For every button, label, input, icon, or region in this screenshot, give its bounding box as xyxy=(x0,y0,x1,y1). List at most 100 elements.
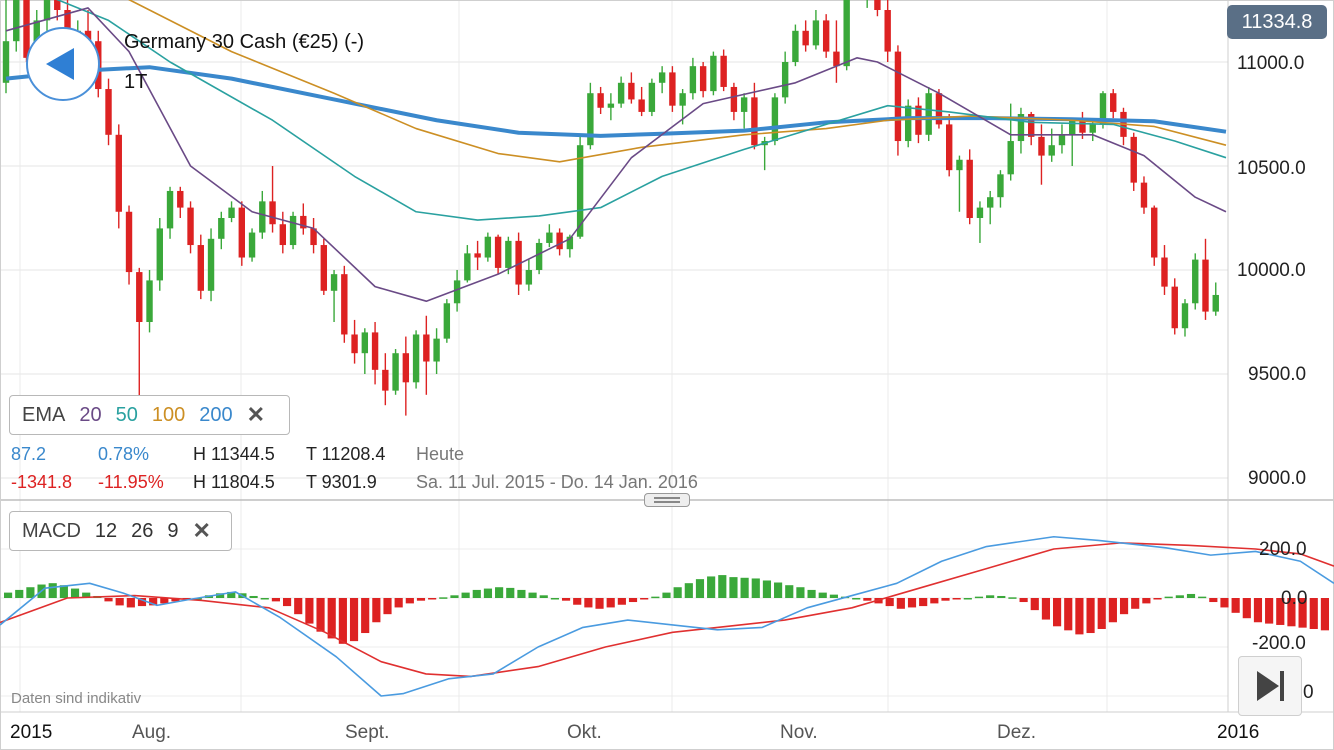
macd-histogram-bar xyxy=(305,598,314,624)
candle xyxy=(710,51,717,96)
candle-body xyxy=(269,201,276,225)
disclaimer: Daten sind indikativ xyxy=(11,690,142,707)
candle-body xyxy=(1007,141,1014,175)
candle xyxy=(546,224,553,248)
candle-body xyxy=(966,159,973,218)
candle xyxy=(822,14,830,58)
time-tick: Dez. xyxy=(997,722,1037,743)
macd-indicator-legend[interactable]: MACD 12 26 9 ✕ xyxy=(9,511,232,551)
range-low: T 9301.9 xyxy=(306,472,377,492)
candle-body xyxy=(1110,93,1117,112)
candle xyxy=(802,20,809,52)
candle xyxy=(617,76,625,108)
candle-body xyxy=(935,93,943,125)
candle-body xyxy=(423,334,430,362)
candle-body xyxy=(781,62,789,98)
panel-resize-handle[interactable] xyxy=(644,493,690,507)
candle xyxy=(505,236,512,275)
macd-histogram-bar xyxy=(472,589,481,598)
candle xyxy=(351,319,358,364)
candle xyxy=(1110,89,1117,119)
candle xyxy=(54,0,61,21)
macd-histogram-bar xyxy=(651,596,660,599)
close-icon[interactable]: ✕ xyxy=(192,518,211,543)
candle xyxy=(587,82,594,150)
candle xyxy=(966,149,973,225)
timeframe-label[interactable]: 1T xyxy=(124,71,148,93)
macd-histogram-bar xyxy=(1265,598,1274,624)
candle xyxy=(484,232,492,262)
candle xyxy=(1038,124,1045,185)
macd-histogram-bar xyxy=(59,585,68,598)
candle-body xyxy=(802,30,809,46)
candle xyxy=(166,186,174,239)
candle-body xyxy=(197,245,204,291)
close-icon[interactable]: ✕ xyxy=(246,402,266,427)
candle-body xyxy=(1058,134,1066,146)
macd-histogram-bar xyxy=(338,598,347,644)
candle xyxy=(945,114,953,177)
macd-histogram-bar xyxy=(506,587,515,598)
candle-body xyxy=(566,236,574,250)
skip-to-end-button[interactable] xyxy=(1238,656,1302,716)
candle-body xyxy=(874,0,881,10)
macd-histogram-bar xyxy=(1064,598,1073,631)
candle xyxy=(525,259,533,291)
candle xyxy=(904,99,912,148)
candle-body xyxy=(320,245,328,291)
candle-body xyxy=(289,215,297,246)
candle-body xyxy=(556,232,563,250)
macd-histogram-bar xyxy=(907,598,917,608)
candle-body xyxy=(1140,182,1148,208)
candle xyxy=(740,93,748,129)
time-tick: Aug. xyxy=(132,722,172,743)
candle xyxy=(792,24,799,67)
macd-histogram-bar xyxy=(1220,598,1229,608)
macd-signal-line xyxy=(0,542,1334,678)
macd-histogram-bar xyxy=(941,598,950,601)
candle xyxy=(187,201,194,254)
ema-label: EMA xyxy=(22,403,66,426)
candle xyxy=(453,270,461,312)
candle xyxy=(289,211,297,250)
back-arrow-icon xyxy=(46,48,74,80)
macd-tick: 0.0 xyxy=(1281,588,1308,609)
candle xyxy=(866,0,868,8)
macd-histogram-bar xyxy=(584,598,593,608)
candle-body xyxy=(689,66,697,94)
macd-histogram-bar xyxy=(15,589,24,598)
macd-histogram-bar xyxy=(372,598,381,623)
candle-body xyxy=(904,105,912,142)
macd-histogram-bar xyxy=(785,585,794,598)
candle xyxy=(1181,299,1189,337)
range-period: Sa. 11 Jul. 2015 - Do. 14 Jan. 2016 xyxy=(416,472,698,492)
macd-histogram-bar xyxy=(227,591,236,598)
macd-histogram-bar xyxy=(349,598,359,642)
candle xyxy=(1140,176,1148,214)
macd-histogram-bar xyxy=(1053,598,1062,627)
macd-histogram-bar xyxy=(1131,598,1140,609)
candle xyxy=(228,201,235,223)
macd-line xyxy=(0,535,1334,697)
candle-body xyxy=(597,93,604,108)
back-button[interactable] xyxy=(26,27,100,101)
candle xyxy=(443,299,451,343)
candle-body xyxy=(341,274,348,335)
macd-histogram-bar xyxy=(919,598,928,607)
macd-histogram-bar xyxy=(450,595,459,598)
candle xyxy=(218,211,225,250)
price-tick: 10500.0 xyxy=(1237,158,1306,179)
candle xyxy=(279,211,287,254)
candle-body xyxy=(730,86,738,112)
macd-histogram-bar xyxy=(550,598,559,600)
candle-body xyxy=(740,97,748,112)
candle-body xyxy=(310,228,317,246)
macd-histogram-bar xyxy=(662,592,671,598)
ema-indicator-legend[interactable]: EMA 20 50 100 200 ✕ xyxy=(9,395,290,435)
candle xyxy=(433,328,440,374)
ema-lines xyxy=(5,0,1227,303)
candle-body xyxy=(1028,114,1035,137)
candle-body xyxy=(1171,286,1178,329)
candle-body xyxy=(1202,259,1209,312)
